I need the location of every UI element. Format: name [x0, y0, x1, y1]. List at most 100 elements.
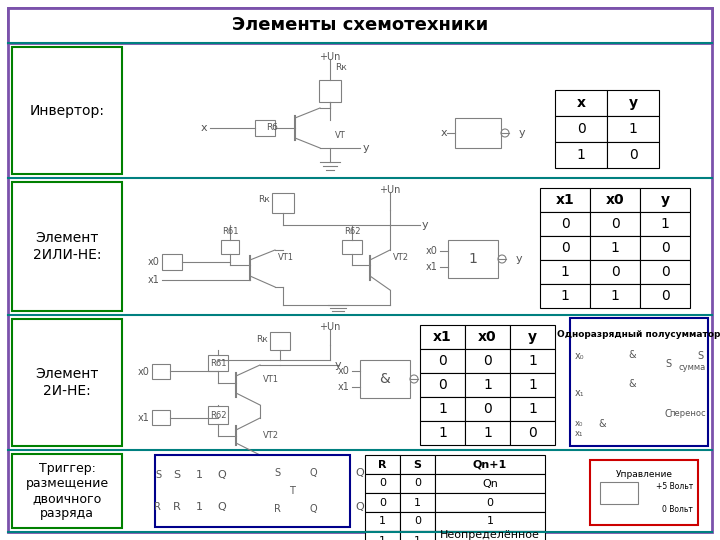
Text: 1: 1 [629, 122, 637, 136]
Text: &: & [379, 372, 390, 386]
Text: 1: 1 [561, 265, 570, 279]
Text: Q̄: Q̄ [309, 504, 317, 514]
Text: x: x [200, 123, 207, 133]
Text: T: T [289, 486, 295, 496]
Bar [510, 373, 555, 397]
Bar [12, 47, 122, 174]
Text: x0: x0 [426, 246, 438, 256]
Text: x0: x0 [138, 367, 150, 377]
Text: y: y [629, 96, 637, 110]
Bar [618, 344, 646, 366]
Bar [8, 8, 712, 43]
Text: VT2: VT2 [263, 430, 279, 440]
Bar [342, 240, 362, 254]
Bar [465, 349, 510, 373]
Bar [455, 118, 501, 148]
Bar [400, 531, 435, 540]
Bar [319, 80, 341, 102]
Bar [657, 370, 679, 382]
Text: Элемент
2ИЛИ-НЕ:: Элемент 2ИЛИ-НЕ: [32, 232, 102, 261]
Text: 0: 0 [414, 478, 421, 489]
Text: +Un: +Un [379, 185, 401, 195]
Text: S: S [174, 470, 181, 480]
Text: Управление: Управление [616, 470, 672, 479]
Text: 0: 0 [661, 241, 670, 255]
Text: 0: 0 [661, 289, 670, 303]
Bar [155, 455, 350, 527]
Text: R61: R61 [222, 227, 238, 237]
Bar [510, 397, 555, 421]
Bar [590, 260, 640, 284]
Text: x0: x0 [148, 257, 160, 267]
Text: 1: 1 [379, 536, 386, 540]
Text: Одноразрядный полусумматор: Одноразрядный полусумматор [557, 330, 720, 339]
Text: +5 Вольт: +5 Вольт [656, 482, 693, 491]
Text: 1: 1 [483, 378, 492, 392]
Bar [208, 406, 228, 424]
Text: 1: 1 [438, 426, 447, 440]
Bar [540, 236, 590, 260]
Text: R62: R62 [210, 410, 226, 420]
Bar [420, 373, 465, 397]
Bar [655, 406, 681, 430]
Text: 0: 0 [414, 516, 421, 526]
Text: 0: 0 [483, 354, 492, 368]
Text: 0: 0 [438, 354, 447, 368]
Bar [420, 421, 465, 445]
Bar [465, 421, 510, 445]
Bar [640, 212, 690, 236]
Text: R: R [274, 504, 280, 514]
Circle shape [229, 502, 235, 508]
Text: 0 Вольт: 0 Вольт [662, 505, 693, 515]
Bar [570, 318, 708, 446]
Text: 1: 1 [379, 516, 386, 526]
Bar [162, 254, 182, 270]
Text: Qn: Qn [482, 478, 498, 489]
Text: 0: 0 [438, 378, 447, 392]
Text: 0: 0 [629, 148, 637, 162]
Text: 1: 1 [528, 354, 537, 368]
Text: S: S [698, 351, 704, 361]
Bar [435, 493, 545, 512]
Text: 0: 0 [561, 217, 570, 231]
Circle shape [229, 474, 235, 480]
Bar [465, 373, 510, 397]
Bar [400, 493, 435, 512]
Text: x₀: x₀ [575, 351, 585, 361]
Text: x: x [577, 96, 585, 110]
Text: сумма: сумма [679, 363, 706, 373]
Text: 1: 1 [196, 470, 202, 480]
Bar [590, 284, 640, 308]
Bar [265, 463, 320, 519]
Bar [221, 240, 239, 254]
Text: C: C [665, 409, 671, 419]
Bar [420, 325, 465, 349]
Text: x1: x1 [426, 261, 438, 272]
Bar [640, 284, 690, 308]
Text: Элемент
2И-НЕ:: Элемент 2И-НЕ: [35, 367, 99, 397]
Bar [588, 413, 616, 435]
Bar [435, 474, 545, 493]
Text: 0: 0 [379, 478, 386, 489]
Bar [540, 284, 590, 308]
Text: Неопределённое
состояние: Неопределённое состояние [440, 530, 540, 540]
Text: x₁: x₁ [575, 429, 583, 437]
Text: 0: 0 [661, 265, 670, 279]
Bar [590, 212, 640, 236]
Text: x0: x0 [606, 193, 624, 207]
Text: Q̄: Q̄ [355, 502, 364, 512]
Bar [510, 421, 555, 445]
Text: Qn+1: Qn+1 [473, 460, 507, 469]
Text: Rк: Rк [258, 195, 270, 205]
Bar [540, 188, 590, 212]
Text: x₁: x₁ [575, 388, 585, 398]
Bar [420, 349, 465, 373]
Text: Триггер:
размещение
двоичного
разряда: Триггер: размещение двоичного разряда [25, 462, 109, 520]
Bar [555, 90, 607, 116]
Text: x1: x1 [338, 382, 350, 392]
Text: перенос: перенос [670, 408, 706, 417]
Text: y: y [422, 220, 428, 230]
Text: +Un: +Un [319, 322, 341, 332]
Bar [255, 120, 275, 136]
Text: R61: R61 [210, 359, 226, 368]
